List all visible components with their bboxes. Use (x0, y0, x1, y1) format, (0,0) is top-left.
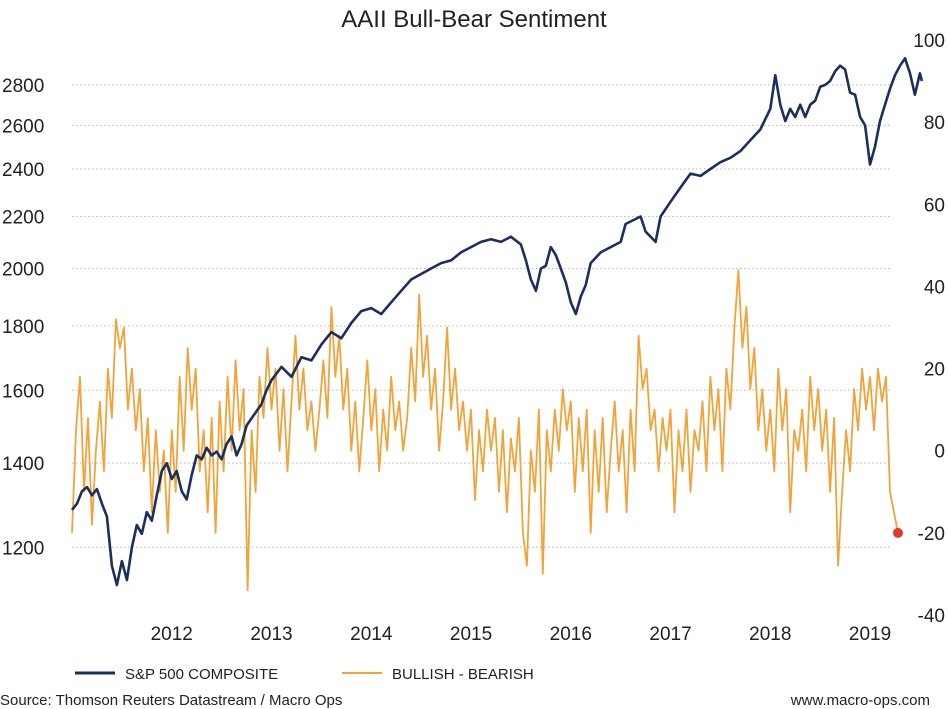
right-tick-label: 80 (924, 113, 945, 134)
left-tick-label: 1200 (2, 538, 44, 559)
right-axis-ticks: 100 80 60 40 20 0 -20 -40 (913, 31, 945, 627)
x-tick-label: 2018 (749, 624, 791, 645)
legend-bullish-bearish-label: BULLISH - BEARISH (392, 666, 534, 683)
left-tick-label: 2400 (2, 160, 44, 181)
x-tick-label: 2015 (450, 624, 492, 645)
x-tick-label: 2013 (250, 624, 292, 645)
right-tick-label: 60 (924, 195, 945, 216)
left-axis-ticks: 1200 1400 1600 1800 2000 2200 2400 2600 2800 (2, 76, 44, 559)
x-tick-label: 2019 (849, 624, 891, 645)
gridlines (72, 84, 890, 548)
chart-title: AAII Bull-Bear Sentiment (341, 6, 607, 33)
x-tick-label: 2017 (649, 624, 691, 645)
x-tick-label: 2012 (151, 624, 193, 645)
left-tick-label: 1800 (2, 317, 44, 338)
last-value-marker (892, 527, 903, 538)
website-note: www.macro-ops.com (790, 692, 930, 709)
left-tick-label: 2800 (2, 76, 44, 97)
left-tick-label: 2200 (2, 207, 44, 228)
source-note: Source: Thomson Reuters Datastream / Mac… (0, 692, 342, 709)
left-tick-label: 2600 (2, 116, 44, 137)
right-tick-label: 40 (924, 277, 945, 298)
right-tick-label: 20 (924, 360, 945, 381)
right-tick-label: 100 (913, 31, 945, 52)
right-tick-label: 0 (934, 442, 945, 463)
legend-sp500-label: S&P 500 COMPOSITE (125, 666, 278, 683)
x-tick-label: 2016 (550, 624, 592, 645)
series-bullish-bearish-line (71, 269, 899, 592)
x-tick-label: 2014 (350, 624, 393, 645)
left-tick-label: 1600 (2, 381, 44, 402)
legend: S&P 500 COMPOSITE BULLISH - BEARISH (75, 666, 534, 683)
series-sp500-line (70, 57, 924, 587)
right-tick-label: -40 (918, 606, 945, 627)
x-axis-ticks: 2012 2013 2014 2015 2016 2017 2018 2019 (151, 624, 892, 645)
left-tick-label: 1400 (2, 454, 44, 475)
left-tick-label: 2000 (2, 260, 44, 281)
right-tick-label: -20 (918, 524, 945, 545)
